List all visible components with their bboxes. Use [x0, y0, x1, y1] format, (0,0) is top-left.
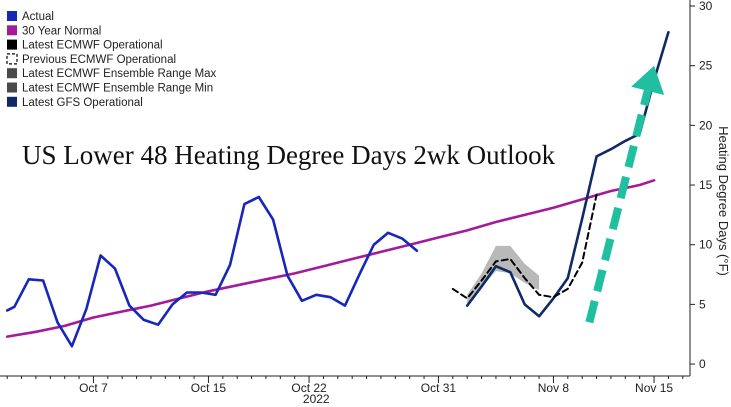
legend-swatch-latest-ecmwf-operational — [7, 39, 17, 50]
series-line-previous-ecmwf-operational — [451, 193, 598, 300]
x-axis-year-label: 2022 — [303, 392, 330, 406]
legend-label-actual: Actual — [22, 11, 54, 23]
legend-label-latest-ecmwf-operational: Latest ECMWF Operational — [22, 40, 163, 52]
series-line-actual — [5, 195, 419, 348]
series-line-latest-gfs-operational — [465, 30, 670, 318]
legend-swatch-latest-ecmwf-ensemble-range-max — [7, 68, 17, 79]
trend-arrow-annotation — [585, 65, 665, 324]
x-tick-label: Oct 31 — [421, 381, 457, 395]
legend-swatch-latest-gfs-operational — [7, 96, 17, 107]
legend-swatch-actual — [7, 11, 17, 21]
trend-arrow-head — [631, 65, 665, 95]
legend-swatch-30-year-normal — [7, 25, 17, 36]
legend-label-latest-gfs-operational: Latest GFS Operational — [22, 97, 143, 109]
legend-label-30-year-normal: 30 Year Normal — [22, 25, 101, 37]
chart-title: US Lower 48 Heating Degree Days 2wk Outl… — [22, 140, 556, 170]
y-tick-label: 30 — [699, 0, 713, 13]
axes-layer: 0 5 10 15 20 25 30 Oct 7 Oct 15 Oct 22 Oct 31 Nov 8… — [0, 0, 713, 395]
y-tick-label: 20 — [699, 118, 713, 132]
y-tick-label: 15 — [699, 178, 713, 192]
legend: Actual 30 Year Normal Latest ECMWF Operati… — [0, 6, 232, 112]
y-tick-label: 10 — [699, 238, 713, 252]
series-line-30-year-normal — [5, 179, 656, 338]
y-tick-label: 5 — [699, 297, 706, 311]
legend-label-latest-ecmwf-ensemble-range-min: Latest ECMWF Ensemble Range Min — [22, 83, 213, 95]
trend-arrow-shaft — [585, 89, 652, 324]
legend-swatch-previous-ecmwf-operational — [6, 53, 18, 65]
series-layer — [5, 30, 670, 348]
x-tick-label: Oct 15 — [191, 381, 227, 395]
x-tick-label: Nov 15 — [635, 381, 673, 395]
legend-label-previous-ecmwf-operational: Previous ECMWF Operational — [22, 54, 176, 66]
y-tick-label: 25 — [699, 59, 713, 73]
x-tick-label: Oct 22 — [291, 381, 327, 395]
ensemble-range-area — [467, 245, 540, 305]
y-tick-label: 0 — [699, 357, 706, 371]
legend-label-latest-ecmwf-ensemble-range-max: Latest ECMWF Ensemble Range Max — [22, 68, 217, 80]
y-axis-label: Heating Degree Days (°F) — [716, 126, 731, 276]
legend-background — [0, 6, 232, 112]
ensemble-range-band — [467, 245, 540, 305]
x-tick-label: Nov 8 — [538, 381, 570, 395]
legend-swatch-latest-ecmwf-ensemble-range-min — [7, 82, 17, 93]
x-tick-label: Oct 7 — [79, 381, 108, 395]
